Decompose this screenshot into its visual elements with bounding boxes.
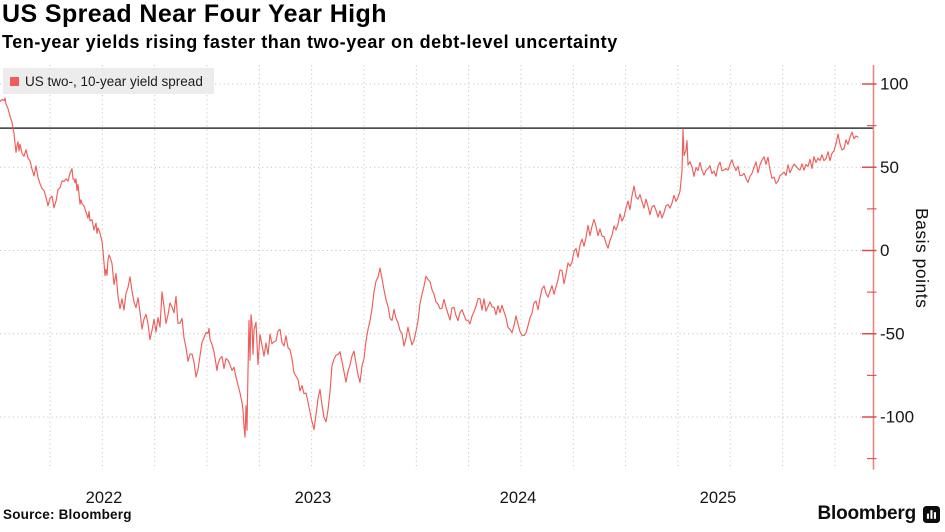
- bloomberg-wordmark: Bloomberg: [817, 503, 917, 524]
- y-tick-label: 0: [880, 241, 889, 260]
- chart-subtitle: Ten-year yields rising faster than two-y…: [2, 32, 618, 52]
- bloomberg-terminal-icon: [923, 505, 940, 523]
- y-tick-label: -100: [880, 408, 914, 427]
- legend-label: US two-, 10-year yield spread: [25, 73, 203, 89]
- x-year-label: 2025: [700, 489, 737, 507]
- y-tick-label: 50: [880, 158, 899, 177]
- spread-line: [0, 97, 859, 438]
- legend: US two-, 10-year yield spread: [3, 68, 214, 94]
- y-tick-label: -50: [880, 324, 905, 343]
- y-tick-label: 100: [880, 75, 908, 94]
- source-attribution: Source: Bloomberg: [3, 507, 132, 522]
- x-year-label: 2023: [295, 489, 332, 507]
- bloomberg-brand: Bloomberg: [818, 503, 940, 525]
- x-year-label: 2022: [86, 489, 123, 507]
- chart-title: US Spread Near Four Year High: [2, 0, 387, 28]
- x-year-label: 2024: [500, 489, 537, 507]
- legend-swatch-icon: [10, 76, 19, 86]
- y-axis-title: Basis points: [912, 208, 932, 309]
